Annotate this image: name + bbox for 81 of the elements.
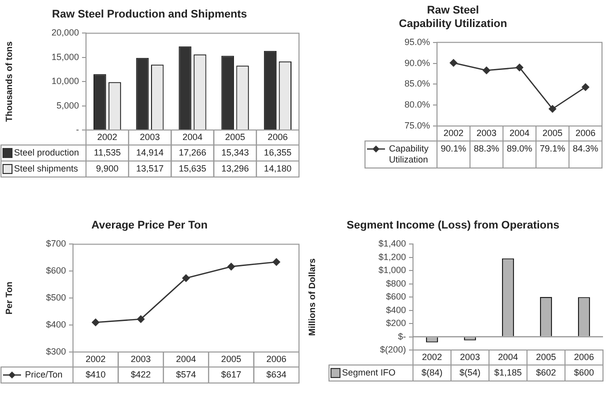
data-label: $1,185 — [494, 366, 522, 377]
y-axis-title: Thousands of tons — [4, 41, 14, 122]
x-tick-label: 2002 — [422, 351, 442, 362]
x-tick-label: 2005 — [225, 132, 246, 142]
y-tick-label: 10,000 — [51, 76, 79, 86]
legend-label: Segment IFO — [342, 366, 396, 377]
x-tick-label: 2004 — [498, 351, 518, 362]
data-label: 15,635 — [178, 163, 206, 174]
x-tick-label: 2004 — [182, 132, 203, 142]
y-axis-title: Millions of Dollars — [306, 258, 317, 336]
x-tick-label: 2003 — [140, 132, 160, 142]
x-tick-label: 2002 — [443, 128, 464, 138]
data-label: $574 — [176, 368, 196, 379]
data-label: $600 — [574, 366, 594, 377]
legend-label: Price/Ton — [25, 368, 63, 379]
data-label: 13,296 — [221, 163, 249, 174]
y-tick-label: $(200) — [380, 344, 406, 354]
y-tick-label: - — [76, 124, 79, 134]
y-tick-label: $400 — [386, 304, 406, 314]
chart-title: Segment Income (Loss) from Operations — [346, 219, 560, 232]
data-label: 88.3% — [474, 143, 500, 154]
y-tick-label: $1,200 — [378, 251, 406, 262]
x-tick-label: 2004 — [176, 353, 196, 364]
data-label: 89.0% — [506, 143, 532, 154]
legend-label: Capability Utilization — [389, 143, 430, 164]
x-tick-label: 2006 — [574, 351, 594, 362]
chart-title: Raw Steel Capability Utilization — [398, 4, 508, 30]
x-tick-label: 2002 — [97, 132, 118, 142]
x-tick-label: 2006 — [268, 132, 288, 142]
y-tick-label: $200 — [386, 318, 406, 328]
data-label: $634 — [266, 368, 286, 379]
data-label: 15,343 — [221, 147, 249, 158]
data-label: $602 — [536, 366, 556, 377]
y-tick-label: 80.0% — [404, 100, 430, 110]
y-tick-label: $700 — [46, 238, 66, 248]
y-tick-label: $800 — [386, 278, 406, 288]
x-tick-label: 2004 — [509, 128, 530, 138]
y-tick-label: $600 — [386, 291, 406, 302]
data-label: $(84) — [421, 366, 443, 377]
chart-title: Raw Steel Production and Shipments — [52, 8, 247, 21]
y-tick-label: 20,000 — [51, 28, 79, 38]
x-tick-label: 2003 — [130, 353, 151, 364]
y-tick-label: 95.0% — [404, 36, 430, 47]
y-tick-label: $300 — [46, 346, 66, 356]
x-tick-label: 2002 — [86, 353, 106, 364]
data-label: 13,517 — [136, 163, 164, 174]
x-tick-label: 2005 — [542, 128, 563, 138]
data-label: $422 — [130, 368, 151, 379]
y-tick-label: $500 — [46, 292, 66, 302]
data-label: 14,180 — [264, 163, 292, 174]
y-axis-title: Per Ton — [4, 281, 14, 314]
y-tick-label: 75.0% — [404, 120, 430, 130]
x-tick-label: 2005 — [221, 353, 242, 364]
x-tick-label: 2003 — [460, 351, 480, 362]
y-tick-label: 15,000 — [51, 52, 79, 62]
y-tick-label: $400 — [46, 319, 66, 330]
x-tick-label: 2005 — [536, 351, 556, 362]
legend-label: Steel shipments — [14, 163, 79, 174]
data-label: 84.3% — [572, 143, 598, 154]
x-tick-label: 2006 — [575, 128, 596, 138]
data-label: 90.1% — [440, 143, 466, 154]
data-label: 11,535 — [94, 147, 121, 158]
y-tick-label: $1,000 — [378, 264, 406, 275]
data-label: 79.1% — [540, 143, 566, 154]
data-label: 14,914 — [136, 147, 164, 158]
y-tick-label: $600 — [46, 265, 66, 276]
data-label: 9,900 — [96, 163, 119, 174]
x-tick-label: 2006 — [266, 353, 286, 364]
x-tick-label: 2003 — [476, 128, 497, 138]
chart-title: Average Price Per Ton — [91, 219, 208, 232]
y-tick-label: $1,400 — [378, 238, 406, 248]
data-label: 17,266 — [178, 147, 206, 158]
data-label: 16,355 — [264, 147, 292, 158]
data-label: $410 — [86, 368, 106, 379]
y-tick-label: 85.0% — [404, 78, 430, 89]
y-tick-label: 5,000 — [56, 100, 79, 110]
data-label: $(54) — [459, 366, 481, 377]
data-label: $617 — [221, 368, 242, 379]
y-tick-label: $- — [398, 330, 406, 341]
y-tick-label: 90.0% — [404, 58, 430, 68]
legend-label: Steel production — [14, 147, 80, 158]
